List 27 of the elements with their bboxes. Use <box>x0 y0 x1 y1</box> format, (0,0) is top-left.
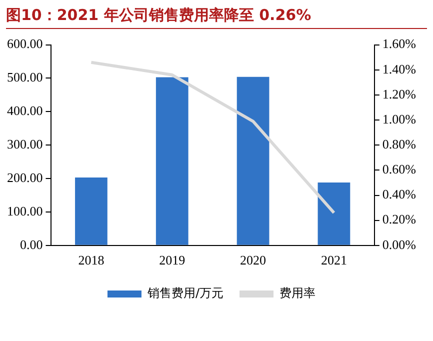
y-tick-label: 100.00 <box>7 203 43 218</box>
y2-tick-label: 0.40% <box>382 186 416 202</box>
y-tick-label: 0.00 <box>20 236 43 252</box>
x-tick-label: 2018 <box>78 252 104 268</box>
legend-label: 费用率 <box>280 286 316 300</box>
y2-tick-label: 0.60% <box>382 162 416 177</box>
bar <box>236 76 270 245</box>
y2-tick-label: 0.80% <box>382 136 416 152</box>
legend-label: 销售费用/万元 <box>146 286 224 300</box>
y2-tick-label: 0.20% <box>382 212 416 227</box>
y2-tick-label: 1.60% <box>382 36 416 52</box>
bar <box>318 182 350 245</box>
x-tick-label: 2020 <box>240 252 266 268</box>
chart-title: 图10：2021 年公司销售费用率降至 0.26% <box>6 6 427 29</box>
y-tick-label: 400.00 <box>7 103 43 118</box>
x-tick-label: 2019 <box>159 252 186 268</box>
bar <box>75 178 108 245</box>
y-tick-label: 200.00 <box>7 170 43 185</box>
y2-tick-label: 1.20% <box>382 86 416 102</box>
x-tick-label: 2021 <box>320 252 347 268</box>
y2-tick-label: 1.00% <box>382 111 416 126</box>
y-tick-label: 500.00 <box>7 70 43 85</box>
y2-tick-label: 1.40% <box>382 61 416 76</box>
y2-tick-label: 0.00% <box>382 236 416 252</box>
y-tick-label: 600.00 <box>7 36 43 52</box>
bar <box>156 77 188 245</box>
y-tick-label: 300.00 <box>7 136 43 152</box>
